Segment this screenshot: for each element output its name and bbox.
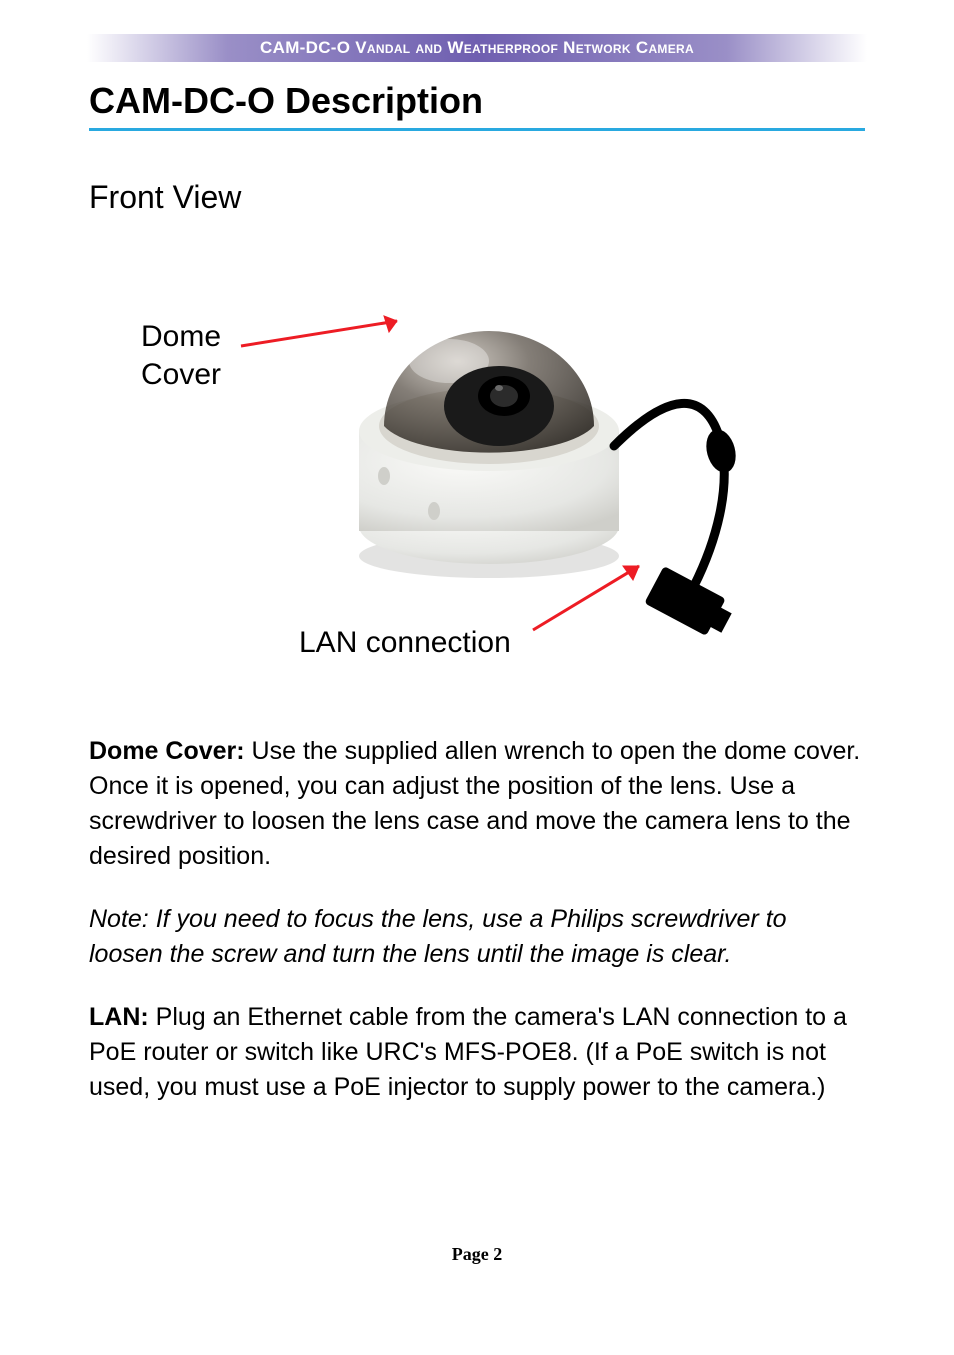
section-title: CAM-DC-O Description bbox=[89, 80, 865, 131]
paragraph-dome-cover: Dome Cover: Use the supplied allen wrenc… bbox=[89, 734, 865, 874]
text: Plug an Ethernet cable from the camera's… bbox=[89, 1003, 847, 1101]
page-footer: Page 2 bbox=[0, 1244, 954, 1265]
label-text: DomeCover bbox=[141, 320, 221, 391]
body-text: Dome Cover: Use the supplied allen wrenc… bbox=[89, 734, 865, 1105]
term-lan: LAN: bbox=[89, 1003, 149, 1031]
callout-label-lan: LAN connection bbox=[299, 626, 511, 660]
arrow-lan-icon bbox=[527, 556, 657, 636]
page-header-bar: CAM-DC-O Vandal and Weatherproof Network… bbox=[87, 34, 867, 62]
callout-label-dome-cover: DomeCover bbox=[141, 318, 221, 393]
paragraph-lan: LAN: Plug an Ethernet cable from the cam… bbox=[89, 1000, 865, 1105]
page-number: Page 2 bbox=[452, 1244, 502, 1264]
subheading-front-view: Front View bbox=[89, 179, 865, 216]
figure-front-view: DomeCover bbox=[89, 256, 869, 686]
label-text: LAN connection bbox=[299, 626, 511, 659]
page-content: CAM-DC-O Description Front View DomeCove… bbox=[87, 80, 867, 1105]
arrow-dome-icon bbox=[239, 314, 419, 354]
term-dome-cover: Dome Cover: bbox=[89, 737, 245, 765]
paragraph-note: Note: If you need to focus the lens, use… bbox=[89, 902, 865, 972]
